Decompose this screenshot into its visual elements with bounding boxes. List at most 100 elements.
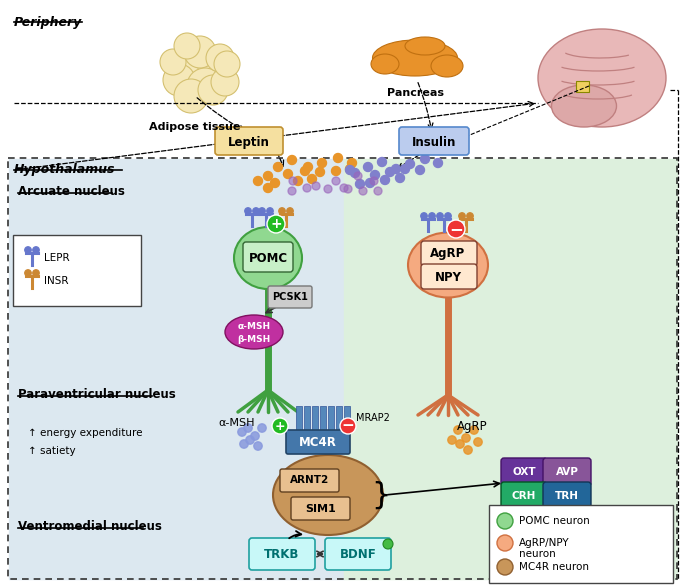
Circle shape [340,418,356,434]
FancyBboxPatch shape [421,241,477,266]
Text: AgRP/NPY: AgRP/NPY [519,538,570,548]
Circle shape [421,154,429,164]
Circle shape [359,187,367,195]
Circle shape [364,163,373,171]
Text: TRKB: TRKB [264,548,300,561]
Circle shape [474,438,482,446]
Bar [328,406,334,430]
Circle shape [354,172,362,180]
Circle shape [434,158,443,167]
Text: MC4R neuron: MC4R neuron [519,562,589,572]
Circle shape [370,177,378,185]
Text: Pancreas: Pancreas [386,88,443,98]
Text: AVP: AVP [556,467,578,477]
Circle shape [259,208,265,214]
Text: POMC: POMC [249,251,288,265]
FancyBboxPatch shape [13,235,141,306]
Circle shape [453,426,462,434]
FancyBboxPatch shape [325,538,391,570]
Circle shape [456,440,464,448]
Bar [344,406,350,430]
Circle shape [253,177,262,185]
Ellipse shape [371,54,399,74]
Circle shape [288,187,296,195]
Circle shape [25,247,32,253]
Circle shape [240,440,248,448]
Circle shape [332,177,340,185]
Circle shape [303,184,311,192]
Circle shape [340,184,348,192]
Text: AgRP: AgRP [430,247,466,259]
Circle shape [380,176,390,184]
Text: NPY: NPY [434,271,462,284]
Circle shape [401,164,410,174]
Ellipse shape [225,315,283,349]
Circle shape [347,158,356,167]
Circle shape [374,187,382,195]
Circle shape [437,213,443,219]
Circle shape [273,163,282,171]
Text: LEPR: LEPR [44,253,70,263]
Circle shape [416,166,425,174]
Ellipse shape [405,37,445,55]
FancyBboxPatch shape [543,482,591,510]
FancyBboxPatch shape [543,458,591,486]
Circle shape [345,166,355,174]
Text: CRH: CRH [512,491,536,501]
Circle shape [324,185,332,193]
Circle shape [316,167,325,177]
Text: ↑ energy expenditure: ↑ energy expenditure [28,428,142,438]
FancyBboxPatch shape [421,264,477,289]
Text: Insulin: Insulin [412,136,456,149]
Circle shape [344,185,352,193]
Circle shape [254,442,262,450]
Circle shape [383,539,393,549]
Circle shape [244,424,252,432]
Circle shape [445,213,451,219]
Text: Ventromedial nucleus: Ventromedial nucleus [18,520,162,533]
Circle shape [459,213,465,219]
Circle shape [308,174,316,184]
Text: PCSK1: PCSK1 [272,292,308,302]
Circle shape [332,167,340,176]
Ellipse shape [408,232,488,298]
Text: +: + [270,217,282,231]
FancyBboxPatch shape [291,497,350,520]
Circle shape [351,168,360,177]
Circle shape [392,164,401,174]
Ellipse shape [551,85,616,127]
Circle shape [264,171,273,180]
Circle shape [318,158,327,167]
Circle shape [371,170,379,180]
Circle shape [272,418,288,434]
Ellipse shape [431,55,463,77]
Ellipse shape [234,227,302,289]
FancyBboxPatch shape [501,482,547,510]
Circle shape [462,434,470,442]
Text: MRAP2: MRAP2 [356,413,390,423]
Text: β-MSH: β-MSH [238,335,271,343]
Circle shape [214,51,240,77]
Text: +: + [275,420,286,433]
FancyBboxPatch shape [399,127,469,155]
Bar [320,406,326,430]
Circle shape [377,157,386,167]
Circle shape [356,180,364,188]
Circle shape [466,213,473,219]
Circle shape [174,79,208,113]
Circle shape [448,436,456,444]
Circle shape [497,559,513,575]
Text: Periphery: Periphery [14,16,82,29]
Circle shape [345,164,355,174]
Text: ↑ satiety: ↑ satiety [28,446,75,456]
Circle shape [303,163,312,171]
Circle shape [184,36,216,68]
Text: OXT: OXT [512,467,536,477]
Circle shape [245,208,251,214]
Text: Arcuate nucleus: Arcuate nucleus [18,185,125,198]
Circle shape [429,213,435,219]
Circle shape [271,178,279,187]
Bar [296,406,302,430]
Circle shape [258,424,266,432]
Text: −: − [342,419,354,434]
